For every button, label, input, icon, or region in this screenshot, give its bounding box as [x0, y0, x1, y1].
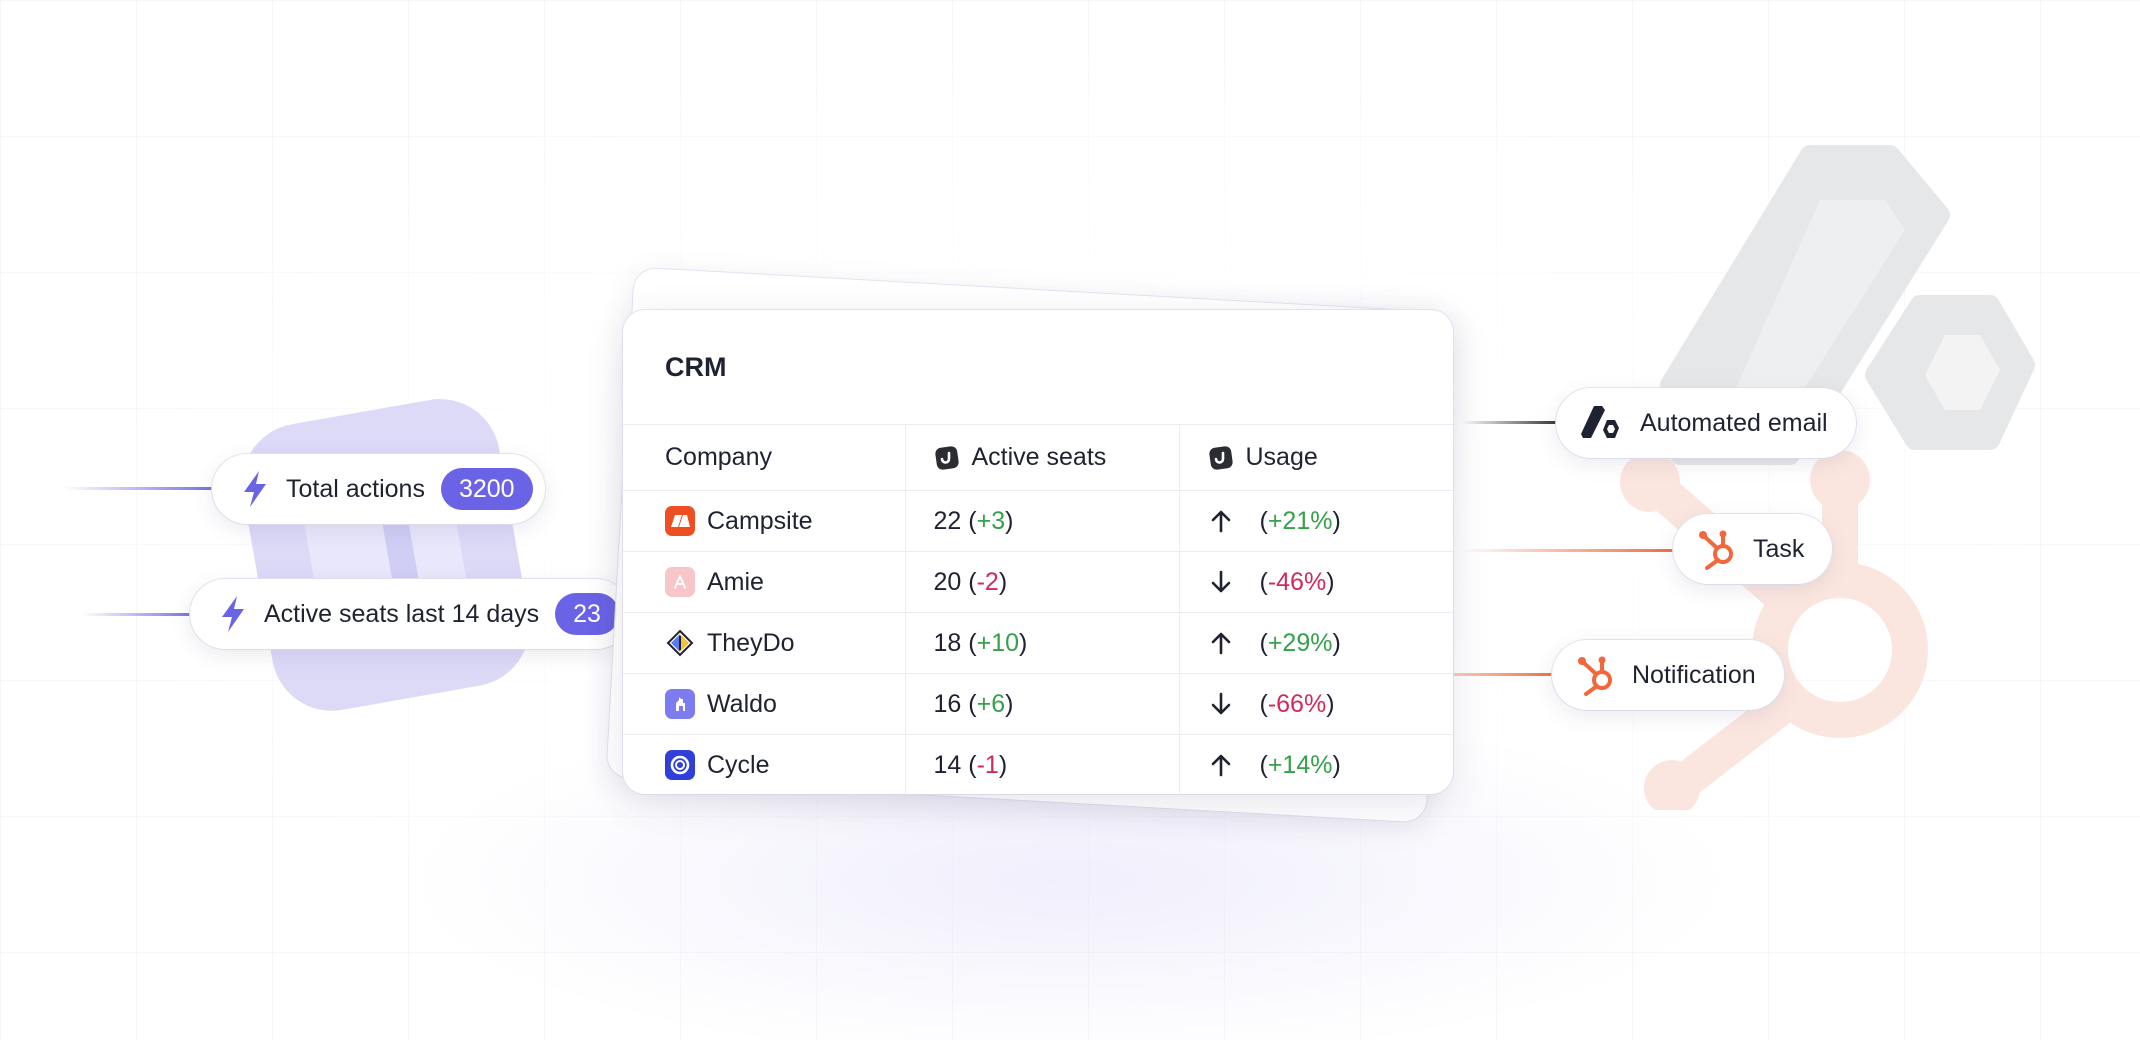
- company-cell: TheyDo: [623, 612, 905, 674]
- company-cell: Amie: [623, 551, 905, 613]
- background-hubspot-icon: [1620, 450, 1928, 810]
- waldo-logo-icon: [665, 689, 695, 719]
- notification-pill: Notification: [1552, 640, 1784, 710]
- count-badge: 3200: [440, 468, 533, 510]
- table-row: Campsite 22 (+3) (+21%): [623, 490, 1453, 552]
- header-usage: Usage: [1178, 424, 1453, 491]
- automated-email-logo-icon: [1581, 406, 1619, 438]
- arrow-up-icon: [1211, 632, 1230, 655]
- usage-cell: (+21%): [1178, 490, 1453, 552]
- active-seats-cell: 16 (+6): [904, 673, 1179, 735]
- background-automated-email-logo-icon: [1660, 145, 2035, 465]
- arrow-down-icon: [1211, 692, 1230, 715]
- pill-label: Task: [1753, 534, 1805, 563]
- connector-line-total-actions: [64, 487, 224, 490]
- connector-line-active-seats: [82, 613, 202, 616]
- table-header-row: Company Active seats Usage: [623, 424, 1453, 491]
- active-seats-cell: 22 (+3): [904, 490, 1179, 552]
- app-logo-icon: [934, 445, 959, 470]
- table-row: Cycle 14 (-1) (+14%): [623, 734, 1453, 794]
- active-seats-cell: 18 (+10): [904, 612, 1179, 674]
- connector-line-automated-email: [1462, 421, 1562, 424]
- company-cell: Waldo: [623, 673, 905, 735]
- header-active-seats: Active seats: [904, 424, 1179, 491]
- amie-logo-icon: [665, 567, 695, 597]
- active-seats-cell: 20 (-2): [904, 551, 1179, 613]
- table-row: Amie 20 (-2) (-46%): [623, 551, 1453, 613]
- count-badge: 23: [555, 593, 619, 635]
- crm-card: CRM Company Active seats Usage: [623, 310, 1453, 794]
- pill-label: Automated email: [1640, 408, 1828, 437]
- usage-cell: (-46%): [1178, 551, 1453, 613]
- connector-line-notification: [1400, 673, 1560, 676]
- active-seats-cell: 14 (-1): [904, 734, 1179, 794]
- arrow-down-icon: [1211, 570, 1230, 593]
- active-seats-pill: Active seats last 14 days 23: [190, 579, 631, 649]
- hubspot-icon: [1578, 656, 1612, 696]
- usage-cell: (-66%): [1178, 673, 1453, 735]
- task-pill: Task: [1673, 514, 1833, 584]
- company-cell: Campsite: [623, 490, 905, 552]
- table-row: TheyDo 18 (+10) (+29%): [623, 612, 1453, 674]
- arrow-up-icon: [1211, 510, 1230, 533]
- app-logo-icon: [1208, 445, 1233, 470]
- hubspot-icon: [1699, 530, 1733, 570]
- pill-label: Notification: [1632, 660, 1756, 689]
- total-actions-pill: Total actions 3200: [212, 454, 545, 524]
- header-company: Company: [623, 424, 905, 491]
- pill-label: Total actions: [286, 474, 425, 503]
- card-title: CRM: [665, 352, 727, 382]
- pill-label: Active seats last 14 days: [264, 599, 540, 628]
- usage-cell: (+14%): [1178, 734, 1453, 794]
- arrow-up-icon: [1211, 754, 1230, 777]
- crm-table: Company Active seats Usage: [623, 424, 1453, 794]
- background-app-logo-icon: [242, 399, 530, 711]
- automated-email-pill: Automated email: [1556, 388, 1856, 458]
- lightning-icon: [244, 471, 266, 507]
- lightning-icon: [222, 596, 244, 632]
- company-cell: Cycle: [623, 734, 905, 794]
- campsite-logo-icon: [665, 506, 695, 536]
- theydo-logo-icon: [665, 628, 695, 658]
- connector-line-task: [1460, 549, 1680, 552]
- cycle-logo-icon: [665, 750, 695, 781]
- usage-cell: (+29%): [1178, 612, 1453, 674]
- table-row: Waldo 16 (+6) (-66%): [623, 673, 1453, 735]
